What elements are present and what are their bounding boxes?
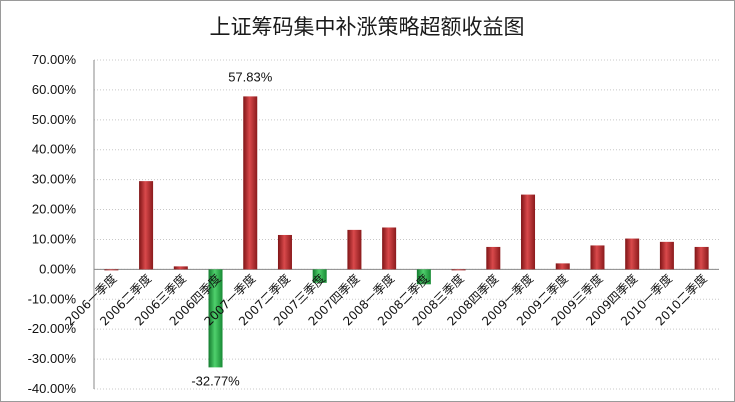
bar bbox=[208, 269, 223, 368]
data-labels: 57.83% -32.77% bbox=[191, 69, 272, 388]
y-tick-label: 20.00% bbox=[32, 202, 77, 217]
bar bbox=[173, 266, 188, 270]
bar bbox=[694, 246, 709, 270]
bar bbox=[312, 269, 327, 283]
bar bbox=[347, 229, 362, 270]
y-tick-label: 60.00% bbox=[32, 82, 77, 97]
bar bbox=[277, 234, 292, 270]
bar bbox=[416, 269, 431, 285]
gridlines bbox=[93, 59, 719, 390]
y-tick-label: 40.00% bbox=[32, 142, 77, 157]
bar bbox=[243, 96, 258, 270]
bar bbox=[104, 269, 119, 271]
data-label: 57.83% bbox=[228, 69, 273, 84]
y-tick-label: 30.00% bbox=[32, 172, 77, 187]
y-tick-label: -30.00% bbox=[28, 351, 77, 366]
y-axis-ticks: -40.00% -30.00% -20.00% -10.00% 0.00% 10.00% 2… bbox=[28, 52, 77, 396]
y-tick-label: 50.00% bbox=[32, 112, 77, 127]
y-tick-label: -20.00% bbox=[28, 321, 77, 336]
y-tick-label: 70.00% bbox=[32, 52, 77, 67]
chart-title: 上证筹码集中补涨策略超额收益图 bbox=[210, 15, 525, 39]
bar bbox=[625, 238, 640, 270]
bar bbox=[486, 246, 501, 270]
y-tick-label: -40.00% bbox=[28, 381, 77, 396]
bar bbox=[139, 181, 154, 270]
y-tick-label: 0.00% bbox=[39, 261, 76, 276]
bar bbox=[659, 241, 674, 270]
data-label: -32.77% bbox=[191, 373, 240, 388]
bar bbox=[590, 245, 605, 270]
y-tick-label: -10.00% bbox=[28, 291, 77, 306]
bar bbox=[521, 194, 536, 270]
bars bbox=[104, 96, 709, 368]
bar bbox=[451, 269, 466, 271]
bar bbox=[382, 227, 397, 270]
bar bbox=[555, 263, 570, 270]
y-tick-label: 10.00% bbox=[32, 231, 77, 246]
